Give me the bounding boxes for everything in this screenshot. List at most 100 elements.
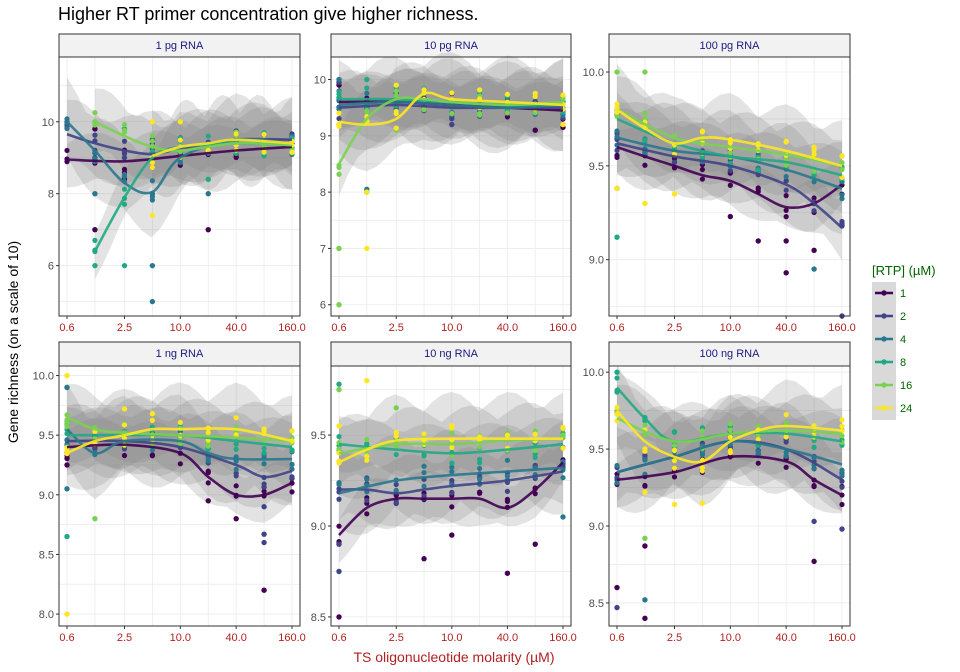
- smooth-line-rtp-4: [338, 100, 564, 110]
- smooth-line-rtp-24: [66, 427, 293, 455]
- legend-item-1: 1: [875, 288, 906, 300]
- data-point-rtp-4: [149, 298, 156, 305]
- smooth-line-rtp-16: [94, 120, 293, 152]
- x-tick-label: 160.0: [549, 632, 577, 644]
- legend-item-label: 8: [900, 357, 906, 369]
- x-tick-label: 40.0: [225, 322, 246, 334]
- legend-item-label: 16: [900, 380, 912, 392]
- data-point-rtp-24: [560, 445, 566, 451]
- legend-item-24: 24: [875, 403, 912, 415]
- y-tick-label: 8.5: [589, 598, 604, 610]
- smooth-line-rtp-24: [616, 108, 843, 168]
- data-point-rtp-2: [614, 604, 620, 611]
- x-tick-label: 40.0: [497, 322, 518, 334]
- data-point-rtp-8: [121, 201, 128, 207]
- legend-key-point: [881, 382, 887, 388]
- chart-title: Higher RT primer concentration give high…: [58, 4, 479, 24]
- data-point-rtp-4: [364, 476, 370, 482]
- data-point-rtp-2: [783, 187, 789, 193]
- data-point-rtp-8: [364, 76, 370, 83]
- data-point-rtp-4: [421, 483, 427, 489]
- smooth-line-rtp-2: [616, 142, 843, 229]
- data-point-rtp-16: [699, 428, 706, 434]
- y-tick-label: 9.0: [311, 521, 326, 533]
- data-point-rtp-1: [504, 570, 511, 576]
- data-point-rtp-1: [642, 483, 648, 489]
- data-point-rtp-16: [755, 423, 761, 429]
- data-point-rtp-24: [177, 119, 184, 125]
- legend-item-label: 4: [900, 334, 906, 346]
- data-point-rtp-24: [811, 151, 817, 157]
- data-point-rtp-4: [449, 464, 455, 470]
- data-point-rtp-1: [783, 214, 789, 220]
- data-point-rtp-1: [149, 452, 156, 458]
- data-point-rtp-1: [642, 162, 648, 168]
- data-point-rtp-4: [811, 179, 817, 185]
- y-tick-label: 8.5: [311, 612, 326, 624]
- data-point-rtp-4: [560, 475, 566, 481]
- y-tick-label: 6: [320, 300, 326, 312]
- data-point-rtp-24: [233, 415, 239, 421]
- smooth-line-rtp-1: [338, 461, 564, 537]
- data-point-rtp-8: [205, 133, 211, 139]
- y-tick-label: 6: [48, 261, 54, 273]
- y-tick-label: 9.5: [589, 161, 604, 173]
- legend-item-label: 2: [900, 311, 906, 323]
- x-tick-label: 0.6: [331, 632, 346, 644]
- smooth-line-rtp-16: [337, 96, 564, 165]
- x-tick-label: 10.0: [441, 322, 462, 334]
- smooth-line-rtp-16: [616, 108, 843, 168]
- legend-key-background: [872, 282, 896, 420]
- data-point-rtp-24: [699, 464, 706, 471]
- data-point-rtp-16: [364, 436, 370, 443]
- x-tick-label: 2.5: [667, 632, 682, 644]
- data-point-rtp-4: [149, 178, 156, 184]
- data-point-rtp-1: [205, 498, 211, 504]
- data-point-rtp-16: [642, 115, 648, 121]
- data-point-rtp-1: [671, 474, 678, 480]
- data-point-rtp-24: [149, 411, 156, 417]
- data-point-rtp-4: [504, 457, 511, 463]
- data-point-rtp-4: [261, 461, 267, 467]
- data-point-rtp-16: [839, 166, 845, 173]
- data-point-rtp-4: [642, 150, 648, 156]
- x-tick-label: 40.0: [775, 632, 796, 644]
- data-point-rtp-16: [393, 405, 399, 411]
- data-point-rtp-4: [839, 467, 845, 473]
- y-tick-label: 9: [320, 131, 326, 143]
- data-point-rtp-16: [783, 156, 789, 162]
- data-point-rtp-24: [364, 454, 370, 460]
- data-point-rtp-16: [614, 69, 620, 75]
- smooth-line-rtp-1: [66, 443, 293, 498]
- data-point-rtp-24: [614, 404, 620, 410]
- data-point-rtp-2: [364, 497, 370, 504]
- confidence-ribbon-8: [94, 116, 293, 280]
- smooth-line-rtp-8: [338, 442, 564, 455]
- data-point-rtp-24: [64, 611, 70, 617]
- data-point-rtp-24: [614, 101, 620, 107]
- data-point-rtp-1: [233, 515, 239, 522]
- smooth-line-rtp-24: [338, 437, 563, 464]
- data-point-rtp-1: [783, 270, 789, 276]
- x-tick-label: 2.5: [117, 322, 132, 334]
- data-point-rtp-1: [727, 213, 734, 220]
- data-point-rtp-16: [364, 109, 370, 115]
- x-tick-label: 160.0: [828, 632, 856, 644]
- data-point-rtp-4: [64, 486, 70, 492]
- data-point-rtp-8: [642, 136, 648, 143]
- data-point-rtp-2: [811, 208, 817, 214]
- data-point-rtp-2: [261, 531, 267, 537]
- confidence-ribbon-1: [339, 440, 563, 564]
- data-point-rtp-2: [783, 178, 789, 184]
- data-point-rtp-24: [477, 87, 483, 93]
- data-point-rtp-4: [64, 384, 70, 391]
- data-point-rtp-1: [92, 226, 98, 233]
- panel-border: [608, 365, 851, 627]
- data-point-rtp-8: [811, 444, 817, 450]
- data-point-rtp-2: [336, 568, 342, 575]
- data-point-rtp-8: [121, 186, 128, 192]
- legend-item-16: 16: [875, 380, 912, 392]
- data-point-rtp-24: [839, 423, 845, 429]
